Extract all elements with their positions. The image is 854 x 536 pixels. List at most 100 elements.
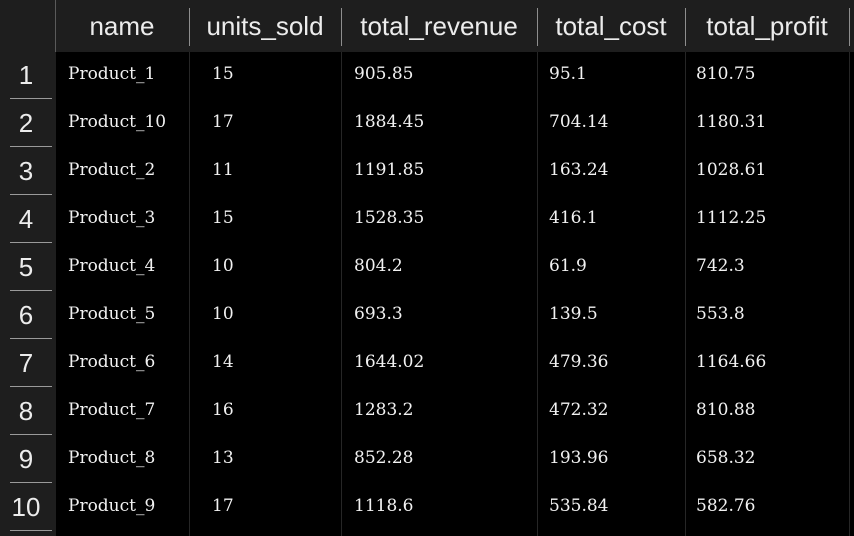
cell-total-revenue[interactable]: 1191.85: [354, 160, 425, 180]
cell-name[interactable]: Product_6: [68, 352, 156, 372]
cell-name[interactable]: Product_8: [68, 448, 156, 468]
cell-total-profit[interactable]: 1112.25: [696, 208, 767, 228]
cell-units-sold[interactable]: 10: [212, 304, 234, 324]
row-number[interactable]: 3: [18, 156, 34, 186]
column-resize-handle[interactable]: [849, 8, 850, 46]
cell-total-revenue[interactable]: 1118.6: [354, 496, 414, 516]
row-separator: [10, 242, 52, 243]
cell-total-cost[interactable]: 472.32: [549, 400, 609, 420]
cell-total-cost[interactable]: 139.5: [549, 304, 598, 324]
table-row[interactable]: Product_6 14 1644.02 479.36 1164.66: [56, 340, 854, 388]
cell-total-profit[interactable]: 742.3: [696, 256, 745, 276]
row-number[interactable]: 4: [18, 204, 34, 234]
cell-total-revenue[interactable]: 852.28: [354, 448, 414, 468]
row-number[interactable]: 5: [18, 252, 34, 282]
column-header-name[interactable]: name: [89, 11, 155, 41]
cell-total-revenue[interactable]: 1528.35: [354, 208, 425, 228]
column-header-row: name units_sold total_revenue total_cost…: [0, 0, 854, 52]
cell-total-revenue[interactable]: 1884.45: [354, 112, 425, 132]
cell-units-sold[interactable]: 17: [212, 112, 234, 132]
row-separator: [10, 482, 52, 483]
cell-total-cost[interactable]: 416.1: [549, 208, 598, 228]
corner-cell[interactable]: [0, 0, 56, 52]
column-divider: [341, 52, 342, 536]
column-header-total-profit[interactable]: total_profit: [706, 11, 828, 41]
column-divider: [537, 52, 538, 536]
column-header-total-cost[interactable]: total_cost: [555, 11, 667, 41]
row-separator: [10, 146, 52, 147]
row-number[interactable]: 10: [11, 492, 41, 522]
row-number[interactable]: 2: [18, 108, 34, 138]
row-number-column: 1 2 3 4 5 6 7 8 9 10: [0, 52, 56, 536]
cell-name[interactable]: Product_9: [68, 496, 156, 516]
cell-total-cost[interactable]: 704.14: [549, 112, 609, 132]
column-divider: [685, 52, 686, 536]
row-separator: [10, 338, 52, 339]
cell-total-profit[interactable]: 582.76: [696, 496, 756, 516]
cell-total-profit[interactable]: 1028.61: [696, 160, 767, 180]
cell-total-profit[interactable]: 810.75: [696, 64, 756, 84]
cell-name[interactable]: Product_3: [68, 208, 156, 228]
table-row[interactable]: Product_2 11 1191.85 163.24 1028.61: [56, 148, 854, 196]
cell-units-sold[interactable]: 14: [212, 352, 234, 372]
cell-total-profit[interactable]: 1180.31: [696, 112, 767, 132]
row-separator: [10, 290, 52, 291]
row-separator: [10, 386, 52, 387]
cell-total-cost[interactable]: 535.84: [549, 496, 609, 516]
column-resize-handle[interactable]: [685, 8, 686, 46]
cell-name[interactable]: Product_2: [68, 160, 156, 180]
cell-name[interactable]: Product_5: [68, 304, 156, 324]
column-resize-handle[interactable]: [537, 8, 538, 46]
row-separator: [10, 434, 52, 435]
table-row[interactable]: Product_3 15 1528.35 416.1 1112.25: [56, 196, 854, 244]
column-header-total-revenue[interactable]: total_revenue: [360, 11, 518, 41]
cell-name[interactable]: Product_1: [68, 64, 156, 84]
cell-units-sold[interactable]: 17: [212, 496, 234, 516]
table-row[interactable]: Product_5 10 693.3 139.5 553.8: [56, 292, 854, 340]
cell-units-sold[interactable]: 13: [212, 448, 234, 468]
table-row[interactable]: Product_7 16 1283.2 472.32 810.88: [56, 388, 854, 436]
cell-total-revenue[interactable]: 1644.02: [354, 352, 425, 372]
cell-units-sold[interactable]: 11: [212, 160, 234, 180]
table-body: Product_1 15 905.85 95.1 810.75 Product_10 17 1…: [56, 52, 854, 536]
column-divider: [849, 52, 850, 536]
table-row[interactable]: Product_9 17 1118.6 535.84 582.76: [56, 484, 854, 532]
cell-total-profit[interactable]: 658.32: [696, 448, 756, 468]
column-header-units-sold[interactable]: units_sold: [206, 11, 324, 41]
row-number[interactable]: 6: [18, 300, 34, 330]
cell-units-sold[interactable]: 16: [212, 400, 234, 420]
cell-total-revenue[interactable]: 905.85: [354, 64, 414, 84]
row-separator: [10, 194, 52, 195]
cell-total-profit[interactable]: 810.88: [696, 400, 756, 420]
cell-total-cost[interactable]: 193.96: [549, 448, 609, 468]
cell-units-sold[interactable]: 15: [212, 208, 234, 228]
table-row[interactable]: Product_10 17 1884.45 704.14 1180.31: [56, 100, 854, 148]
cell-total-revenue[interactable]: 804.2: [354, 256, 403, 276]
row-number[interactable]: 1: [18, 60, 34, 90]
table-row[interactable]: Product_1 15 905.85 95.1 810.75: [56, 52, 854, 100]
cell-total-profit[interactable]: 1164.66: [696, 352, 767, 372]
cell-total-revenue[interactable]: 693.3: [354, 304, 403, 324]
cell-total-cost[interactable]: 95.1: [549, 64, 587, 84]
column-divider: [189, 52, 190, 536]
cell-name[interactable]: Product_7: [68, 400, 156, 420]
row-number[interactable]: 7: [18, 348, 34, 378]
row-separator: [10, 530, 52, 531]
cell-total-cost[interactable]: 61.9: [549, 256, 587, 276]
cell-total-cost[interactable]: 479.36: [549, 352, 609, 372]
cell-name[interactable]: Product_10: [68, 112, 167, 132]
cell-total-cost[interactable]: 163.24: [549, 160, 609, 180]
cell-name[interactable]: Product_4: [68, 256, 156, 276]
row-separator: [10, 98, 52, 99]
row-number[interactable]: 9: [18, 444, 34, 474]
row-number[interactable]: 8: [18, 396, 34, 426]
table-row[interactable]: Product_4 10 804.2 61.9 742.3: [56, 244, 854, 292]
table-row[interactable]: Product_8 13 852.28 193.96 658.32: [56, 436, 854, 484]
cell-total-profit[interactable]: 553.8: [696, 304, 745, 324]
cell-total-revenue[interactable]: 1283.2: [354, 400, 414, 420]
cell-units-sold[interactable]: 15: [212, 64, 234, 84]
cell-units-sold[interactable]: 10: [212, 256, 234, 276]
column-resize-handle[interactable]: [189, 8, 190, 46]
column-resize-handle[interactable]: [341, 8, 342, 46]
